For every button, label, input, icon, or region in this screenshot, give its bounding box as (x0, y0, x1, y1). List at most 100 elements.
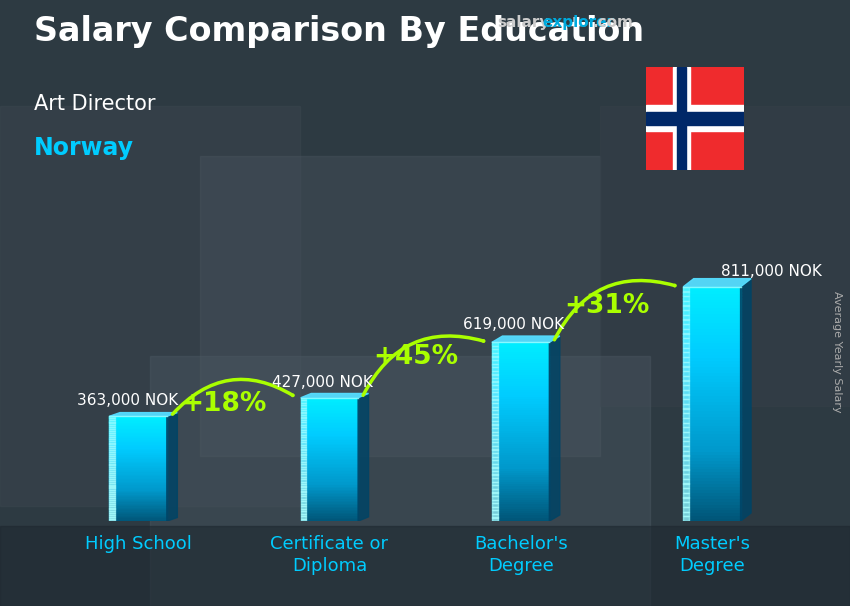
Bar (683, 498, 740, 501)
Bar (301, 470, 358, 472)
Bar (492, 485, 549, 488)
Bar (301, 398, 358, 399)
Bar (110, 508, 115, 511)
Bar (492, 391, 549, 394)
Bar (110, 496, 167, 498)
Bar (301, 458, 358, 459)
Bar (110, 507, 115, 508)
Bar (492, 364, 549, 367)
Bar (301, 422, 306, 425)
Bar (110, 519, 115, 521)
Bar (110, 445, 167, 447)
Bar (301, 491, 358, 493)
Bar (492, 445, 549, 447)
Bar (683, 451, 689, 456)
Bar (683, 480, 740, 483)
Bar (492, 514, 549, 517)
Bar (492, 483, 549, 485)
Bar (110, 460, 115, 462)
Bar (492, 342, 497, 346)
Bar (492, 461, 549, 463)
Bar (683, 424, 740, 427)
Bar (683, 474, 689, 479)
Bar (110, 504, 115, 507)
Bar (110, 454, 115, 456)
Bar (683, 504, 740, 507)
Bar (301, 416, 358, 418)
Bar (492, 465, 549, 467)
Bar (492, 510, 497, 514)
Bar (492, 388, 497, 393)
Bar (110, 476, 167, 478)
Bar (492, 378, 497, 382)
FancyArrowPatch shape (554, 281, 675, 340)
Bar (492, 407, 549, 410)
Bar (110, 481, 167, 482)
Text: 363,000 NOK: 363,000 NOK (76, 393, 178, 408)
Bar (301, 516, 358, 518)
Bar (683, 465, 689, 470)
Bar (683, 493, 689, 498)
Bar (110, 457, 167, 458)
Bar (683, 330, 740, 334)
Bar (301, 512, 358, 513)
Bar (301, 413, 306, 415)
Bar (492, 362, 549, 365)
Bar (492, 422, 549, 425)
Text: Art Director: Art Director (34, 94, 156, 114)
Bar (683, 399, 689, 404)
Bar (492, 393, 549, 396)
Bar (683, 348, 740, 351)
Bar (492, 418, 497, 421)
Bar (110, 425, 115, 427)
Bar (492, 478, 497, 482)
Bar (492, 398, 549, 401)
Bar (110, 485, 115, 488)
Bar (110, 421, 115, 422)
Bar (492, 378, 549, 381)
Bar (301, 450, 306, 452)
Bar (492, 360, 497, 364)
Bar (683, 376, 689, 381)
Bar (110, 483, 167, 484)
Bar (683, 410, 740, 413)
Bar (301, 496, 306, 499)
Bar (492, 442, 497, 446)
Bar (301, 430, 306, 432)
Bar (301, 405, 306, 408)
Bar (492, 376, 549, 378)
Bar (683, 433, 740, 436)
Bar (492, 450, 549, 452)
Bar (683, 427, 740, 430)
Bar (110, 439, 115, 441)
Bar (683, 491, 740, 494)
Bar (683, 315, 689, 319)
Bar (301, 477, 306, 479)
Bar (683, 498, 689, 502)
Bar (301, 519, 306, 521)
Bar (492, 347, 549, 349)
Bar (110, 509, 167, 511)
Bar (646, 105, 744, 131)
Bar (683, 362, 689, 367)
Bar (492, 371, 497, 375)
Bar (110, 500, 167, 502)
Bar (683, 336, 740, 339)
Bar (110, 520, 167, 521)
Bar (683, 509, 740, 512)
Bar (301, 453, 358, 455)
Bar (492, 487, 549, 490)
Bar (492, 501, 549, 503)
Bar (110, 516, 167, 518)
Bar (301, 415, 358, 416)
Bar (301, 482, 358, 484)
Bar (683, 470, 689, 474)
Bar (301, 506, 306, 509)
Bar (683, 363, 740, 366)
Bar (492, 382, 497, 385)
Bar (301, 407, 306, 410)
Bar (150, 356, 650, 606)
Bar (110, 514, 115, 517)
Bar (492, 456, 549, 459)
Bar (492, 514, 497, 518)
